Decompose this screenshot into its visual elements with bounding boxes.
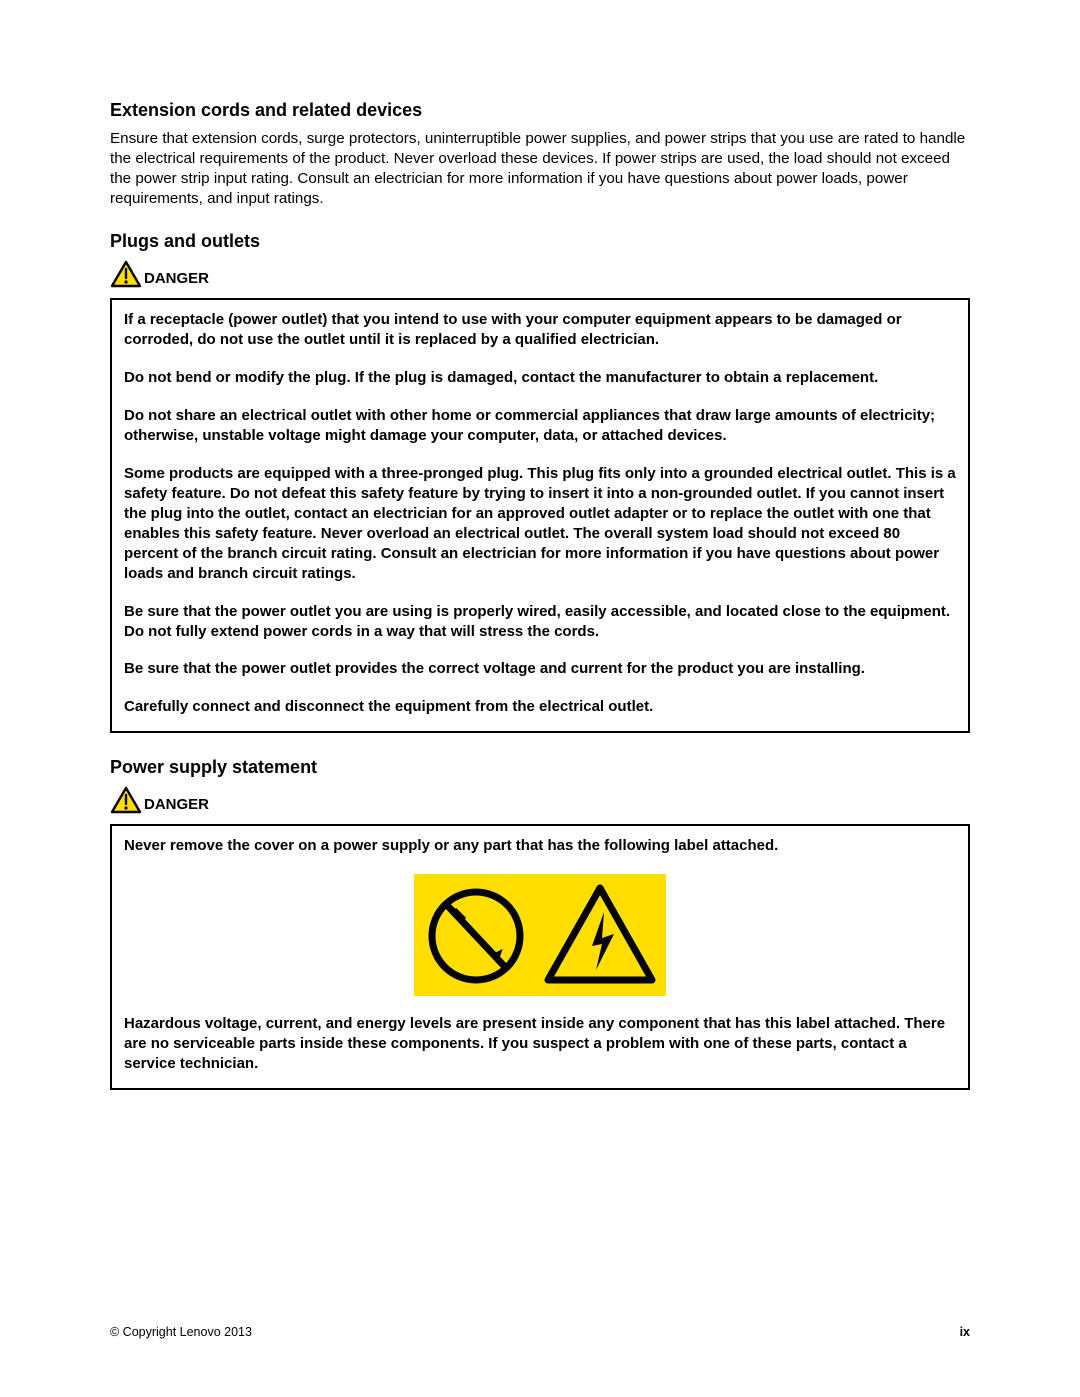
footer-page-number: ix (960, 1325, 970, 1339)
danger-indicator-power-supply: DANGER (110, 786, 970, 814)
danger-indicator-plugs: DANGER (110, 260, 970, 288)
danger-para: Be sure that the power outlet provides t… (124, 659, 956, 679)
heading-extension-cords: Extension cords and related devices (110, 100, 970, 121)
document-page: Extension cords and related devices Ensu… (0, 0, 1080, 1397)
heading-power-supply: Power supply statement (110, 757, 970, 778)
hazard-label-graphic (124, 874, 956, 996)
danger-para: Do not share an electrical outlet with o… (124, 406, 956, 446)
danger-para: Some products are equipped with a three-… (124, 464, 956, 584)
warning-triangle-icon (110, 786, 142, 814)
danger-para: If a receptacle (power outlet) that you … (124, 310, 956, 350)
danger-box-plugs: If a receptacle (power outlet) that you … (110, 298, 970, 733)
danger-box-power-supply: Never remove the cover on a power supply… (110, 824, 970, 1090)
warning-triangle-icon (110, 260, 142, 288)
danger-label: DANGER (144, 796, 209, 814)
footer-copyright: © Copyright Lenovo 2013 (110, 1325, 252, 1339)
danger-para: Carefully connect and disconnect the equ… (124, 697, 956, 717)
page-footer: © Copyright Lenovo 2013 ix (110, 1325, 970, 1339)
heading-plugs-outlets: Plugs and outlets (110, 231, 970, 252)
paragraph-extension-body: Ensure that extension cords, surge prote… (110, 129, 970, 209)
danger-para: Be sure that the power outlet you are us… (124, 602, 956, 642)
danger-para: Do not bend or modify the plug. If the p… (124, 368, 956, 388)
danger-para: Never remove the cover on a power supply… (124, 836, 956, 856)
danger-label: DANGER (144, 270, 209, 288)
danger-para: Hazardous voltage, current, and energy l… (124, 1014, 956, 1074)
